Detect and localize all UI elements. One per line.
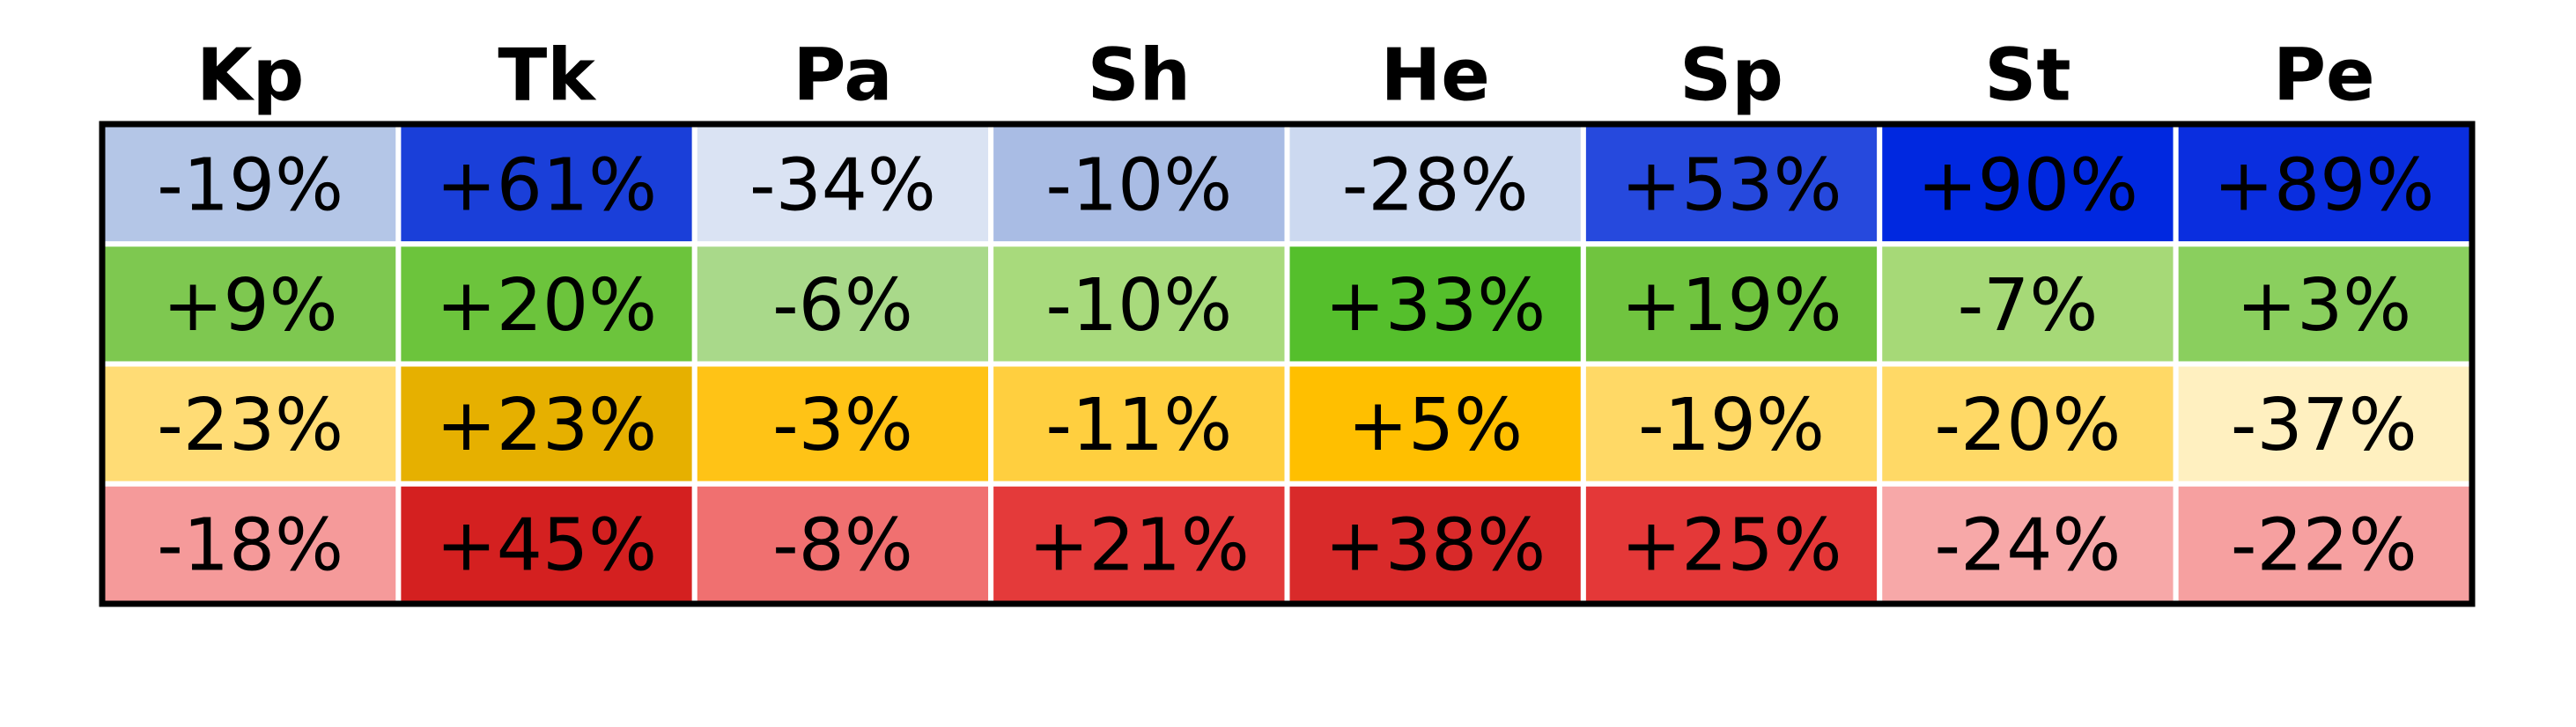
cell-value: -11% [1045, 384, 1232, 467]
cell-value: -6% [772, 264, 913, 348]
column-header: St [1984, 34, 2070, 118]
cell-value: +20% [436, 264, 657, 348]
cell-value: +61% [436, 144, 657, 228]
cell-value: +19% [1621, 264, 1842, 348]
cell-value: +45% [436, 503, 657, 587]
column-header: Tk [498, 34, 597, 118]
column-header: Sh [1088, 34, 1191, 118]
cell-value: -22% [2231, 503, 2417, 587]
cell [988, 241, 1290, 367]
cell-value: -8% [772, 503, 913, 587]
cell-value: +25% [1621, 503, 1842, 587]
cell-value: +21% [1029, 503, 1250, 587]
cell [691, 361, 994, 487]
cell-value: -24% [1935, 503, 2122, 587]
cell-value: -28% [1342, 144, 1529, 228]
cell-value: -18% [157, 503, 343, 587]
cell-value: +53% [1621, 144, 1842, 228]
cell-value: -37% [2231, 384, 2417, 467]
cell-value: -19% [157, 144, 343, 228]
column-header: Kp [196, 34, 304, 118]
column-header: He [1381, 34, 1490, 118]
cell [1284, 481, 1586, 606]
cell [1877, 481, 2179, 606]
cell [988, 361, 1290, 487]
cell [1877, 361, 2179, 487]
table-border [99, 121, 2476, 607]
column-header: Pa [793, 34, 892, 118]
cell [395, 121, 698, 247]
cell-value: +89% [2213, 144, 2434, 228]
cell-value: +33% [1325, 264, 1546, 348]
column-header: Pe [2273, 34, 2375, 118]
cell-value: -20% [1935, 384, 2122, 467]
cell [2173, 121, 2475, 247]
cell-value: -10% [1045, 264, 1232, 348]
cell-value: +38% [1325, 503, 1546, 587]
cell-value: -23% [157, 384, 343, 467]
cell-value: +23% [436, 384, 657, 467]
cell-value: +3% [2236, 264, 2411, 348]
cell [395, 241, 698, 367]
cell [691, 481, 994, 606]
cell [2173, 241, 2475, 367]
cell-value: -7% [1958, 264, 2099, 348]
column-header: Sp [1679, 34, 1783, 118]
cell-value: -34% [749, 144, 936, 228]
cell-value: +90% [1917, 144, 2138, 228]
cell [1580, 361, 1883, 487]
cell [1284, 361, 1586, 487]
cell-value: -19% [1638, 384, 1825, 467]
cell-value: -3% [772, 384, 913, 467]
cell [1580, 241, 1883, 367]
cell-value: +5% [1347, 384, 1523, 467]
cell-value: -10% [1045, 144, 1232, 228]
cell [1580, 121, 1883, 247]
cell-value: +9% [163, 264, 338, 348]
